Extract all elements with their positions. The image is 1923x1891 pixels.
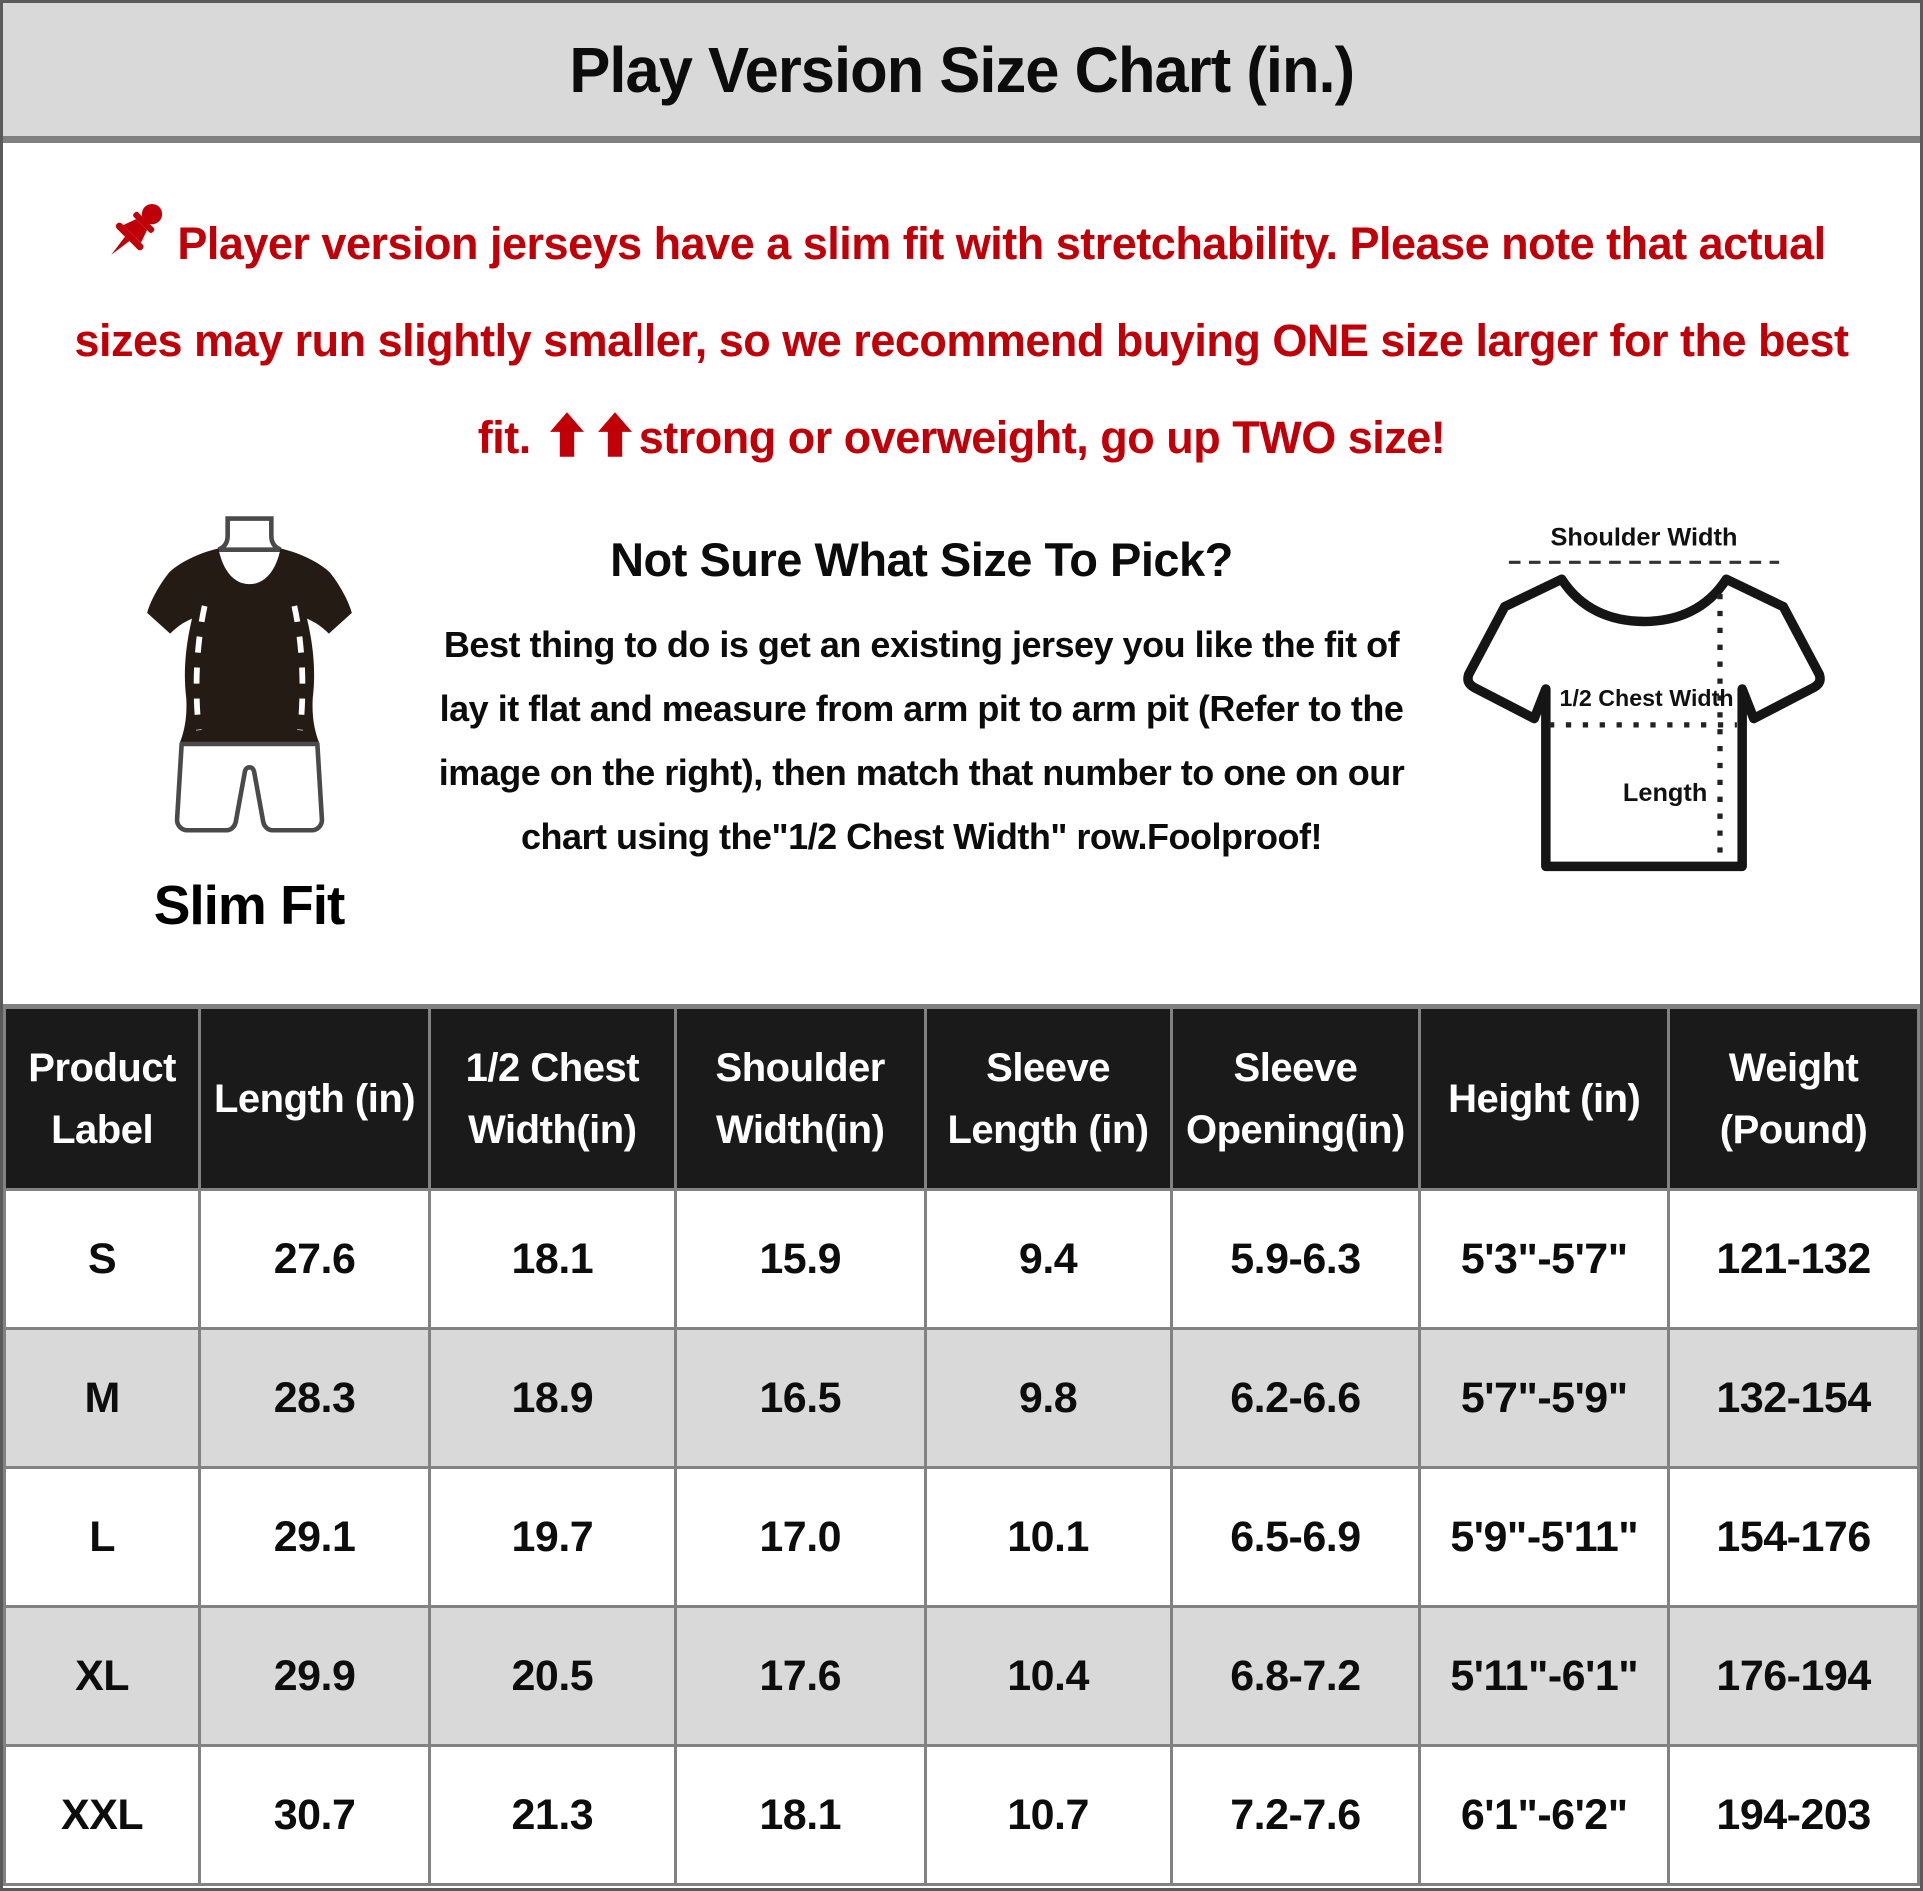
content-area: Player version jerseys have a slim fit w… <box>3 143 1920 1004</box>
table-row: S 27.6 18.1 15.9 9.4 5.9-6.3 5'3"-5'7" 121-132 <box>3 1188 1920 1330</box>
table-cell: 27.6 <box>198 1188 431 1330</box>
warning-note: Player version jerseys have a slim fit w… <box>3 143 1920 486</box>
table-cell: 29.9 <box>198 1605 431 1747</box>
up-arrow-icon <box>549 412 584 457</box>
table-row: M 28.3 18.9 16.5 9.8 6.2-6.6 5'7"-5'9" 132-154 <box>3 1327 1920 1469</box>
table-cell: 28.3 <box>198 1327 431 1469</box>
table-cell: 5'7"-5'9" <box>1418 1327 1671 1469</box>
table-cell: 10.4 <box>923 1605 1173 1747</box>
table-cell: 6.5-6.9 <box>1169 1466 1422 1608</box>
up-arrow-icon <box>597 412 632 457</box>
column-header: Length (in) <box>198 1005 431 1191</box>
table-cell: 6.2-6.6 <box>1169 1327 1422 1469</box>
table-cell: 17.6 <box>673 1605 927 1747</box>
table-cell: 5.9-6.3 <box>1169 1188 1422 1330</box>
table-cell: 9.8 <box>923 1327 1173 1469</box>
size-help: Not Sure What Size To Pick? Best thing t… <box>409 514 1434 869</box>
table-cell: 5'3"-5'7" <box>1418 1188 1671 1330</box>
table-cell: 30.7 <box>198 1744 431 1886</box>
table-header-row: Product Label Length (in) 1/2 Chest Width(… <box>3 1005 1920 1191</box>
column-header: Product Label <box>3 1005 202 1191</box>
table-cell: 194-203 <box>1667 1744 1920 1886</box>
slim-fit-jersey-illustration <box>146 516 352 833</box>
size-label-cell: XXL <box>3 1744 202 1886</box>
size-help-body: Best thing to do is get an existing jers… <box>438 624 1405 857</box>
table-cell: 20.5 <box>427 1605 677 1747</box>
table-cell: 132-154 <box>1667 1327 1920 1469</box>
column-header: Height (in) <box>1418 1005 1671 1191</box>
size-label-cell: S <box>3 1188 202 1330</box>
table-cell: 19.7 <box>427 1466 677 1608</box>
shoulder-width-label: Shoulder Width <box>1551 523 1738 551</box>
column-header: 1/2 Chest Width(in) <box>427 1005 677 1191</box>
table-cell: 10.1 <box>923 1466 1173 1608</box>
slim-fit-caption: Slim Fit <box>153 874 346 936</box>
size-label-cell: XL <box>3 1605 202 1747</box>
table-cell: 121-132 <box>1667 1188 1920 1330</box>
tshirt-measure-illustration: Shoulder Width 1/2 Chest Width Length <box>1463 523 1825 872</box>
size-label-cell: M <box>3 1327 202 1469</box>
size-table-body: S 27.6 18.1 15.9 9.4 5.9-6.3 5'3"-5'7" 121-132 M… <box>3 1188 1920 1886</box>
table-cell: 7.2-7.6 <box>1169 1744 1422 1886</box>
size-table: Product Label Length (in) 1/2 Chest Width(… <box>3 1004 1920 1886</box>
table-cell: 18.1 <box>673 1744 927 1886</box>
middle-section: Slim Fit Not Sure What Size To Pick? Bes… <box>3 486 1920 937</box>
table-cell: 5'11"-6'1" <box>1418 1605 1671 1747</box>
table-cell: 18.1 <box>427 1188 677 1330</box>
table-cell: 6'1"-6'2" <box>1418 1744 1671 1886</box>
warning-text-lead: Player version jerseys have a slim fit w… <box>74 218 1849 463</box>
table-cell: 176-194 <box>1667 1605 1920 1747</box>
table-cell: 154-176 <box>1667 1466 1920 1608</box>
table-cell: 21.3 <box>427 1744 677 1886</box>
column-header: Shoulder Width(in) <box>673 1005 927 1191</box>
table-row: XL 29.9 20.5 17.6 10.4 6.8-7.2 5'11"-6'1" 176-1… <box>3 1605 1920 1747</box>
table-cell: 10.7 <box>923 1744 1173 1886</box>
table-cell: 15.9 <box>673 1188 927 1330</box>
page-title: Play Version Size Chart (in.) <box>569 33 1355 106</box>
measurement-diagram: Shoulder Width 1/2 Chest Width Length <box>1434 514 1864 898</box>
column-header: Sleeve Opening(in) <box>1169 1005 1422 1191</box>
column-header: Weight (Pound) <box>1667 1005 1920 1191</box>
table-row: XXL 30.7 21.3 18.1 10.7 7.2-7.6 6'1"-6'2" 194-2… <box>3 1744 1920 1886</box>
size-label-cell: L <box>3 1466 202 1608</box>
size-help-title: Not Sure What Size To Pick? <box>610 533 1233 586</box>
table-cell: 9.4 <box>923 1188 1173 1330</box>
length-label: Length <box>1623 779 1707 807</box>
table-cell: 6.8-7.2 <box>1169 1605 1422 1747</box>
table-row: L 29.1 19.7 17.0 10.1 6.5-6.9 5'9"-5'11" 154-17… <box>3 1466 1920 1608</box>
column-header: Sleeve Length (in) <box>923 1005 1173 1191</box>
warning-text-tail: strong or overweight, go up TWO size! <box>638 412 1446 463</box>
chest-width-label: 1/2 Chest Width <box>1560 685 1734 711</box>
table-cell: 5'9"-5'11" <box>1418 1466 1671 1608</box>
table-cell: 17.0 <box>673 1466 927 1608</box>
table-cell: 16.5 <box>673 1327 927 1469</box>
pushpin-icon <box>111 203 163 255</box>
table-cell: 29.1 <box>198 1466 431 1608</box>
slim-fit-figure: Slim Fit <box>89 514 409 937</box>
title-bar: Play Version Size Chart (in.) <box>3 3 1920 143</box>
table-cell: 18.9 <box>427 1327 677 1469</box>
